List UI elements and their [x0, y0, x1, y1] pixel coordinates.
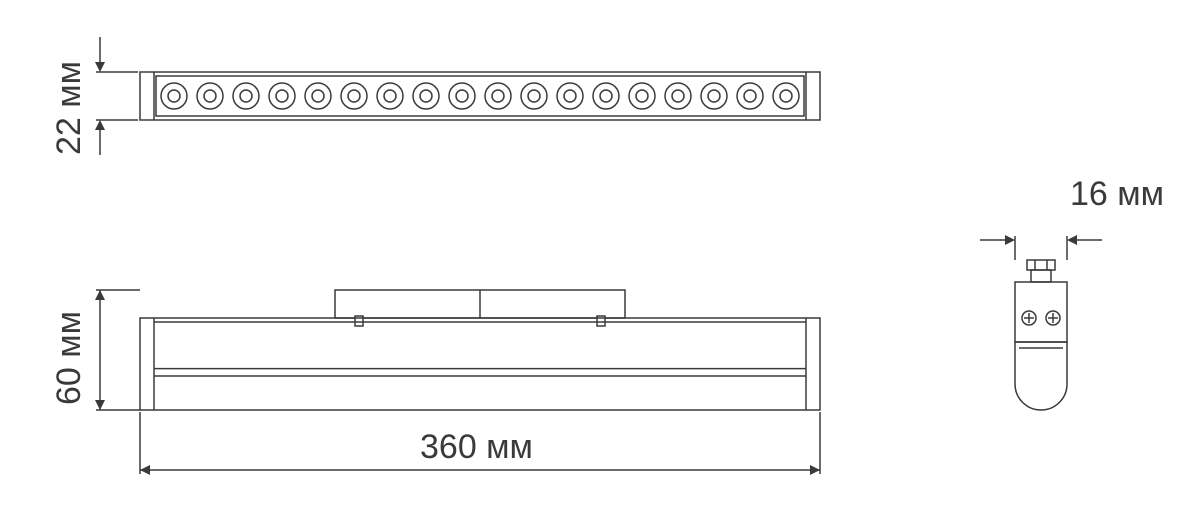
technical-drawing [0, 0, 1200, 525]
dim-label-360: 360 мм [420, 428, 533, 467]
dim-label-22: 22 мм [50, 61, 89, 155]
dim-label-60: 60 мм [50, 311, 89, 405]
dim-label-16: 16 мм [1070, 175, 1164, 214]
